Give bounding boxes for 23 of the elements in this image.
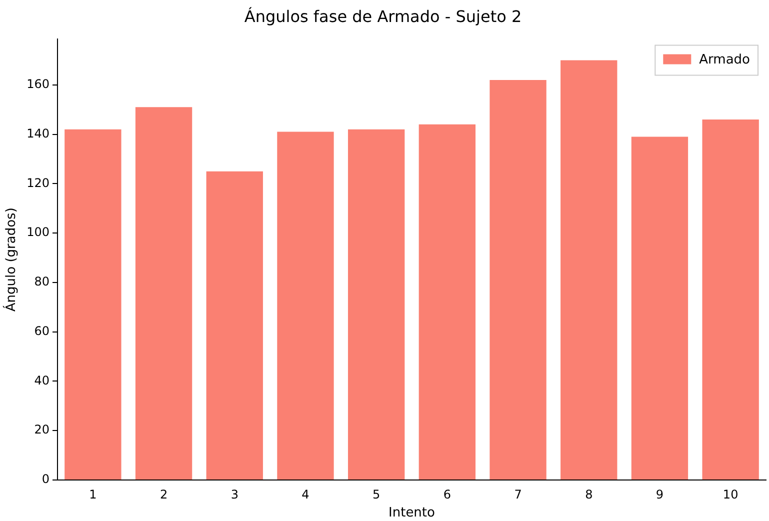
x-tick-label: 4 bbox=[302, 487, 310, 502]
x-tick-label: 1 bbox=[89, 487, 97, 502]
y-axis-title: Ángulo (grados) bbox=[2, 208, 20, 312]
y-tick-label: 60 bbox=[34, 324, 50, 338]
x-tick-label: 10 bbox=[722, 487, 738, 502]
x-tick-label: 6 bbox=[443, 487, 451, 502]
x-tick-label: 9 bbox=[656, 487, 664, 502]
y-tick-label: 140 bbox=[26, 126, 50, 140]
x-axis-title: Intento bbox=[388, 506, 436, 521]
x-tick-label: 8 bbox=[585, 487, 593, 502]
y-tick-label: 120 bbox=[26, 176, 50, 190]
y-tick-label: 100 bbox=[26, 225, 50, 240]
y-tick-label: 40 bbox=[34, 373, 50, 388]
y-tick-label: 20 bbox=[34, 422, 50, 437]
x-tick-label: 5 bbox=[372, 487, 380, 502]
x-tick-label: 2 bbox=[160, 487, 168, 502]
chart-title: Ángulos fase de Armado - Sujeto 2 bbox=[244, 6, 522, 26]
legend-label: Armado bbox=[699, 52, 750, 68]
y-tick-label: 160 bbox=[26, 77, 50, 92]
x-tick-label: 3 bbox=[230, 487, 238, 502]
y-tick-label: 0 bbox=[42, 472, 50, 486]
y-tick-label: 80 bbox=[34, 274, 50, 289]
x-tick-label: 7 bbox=[514, 487, 522, 502]
